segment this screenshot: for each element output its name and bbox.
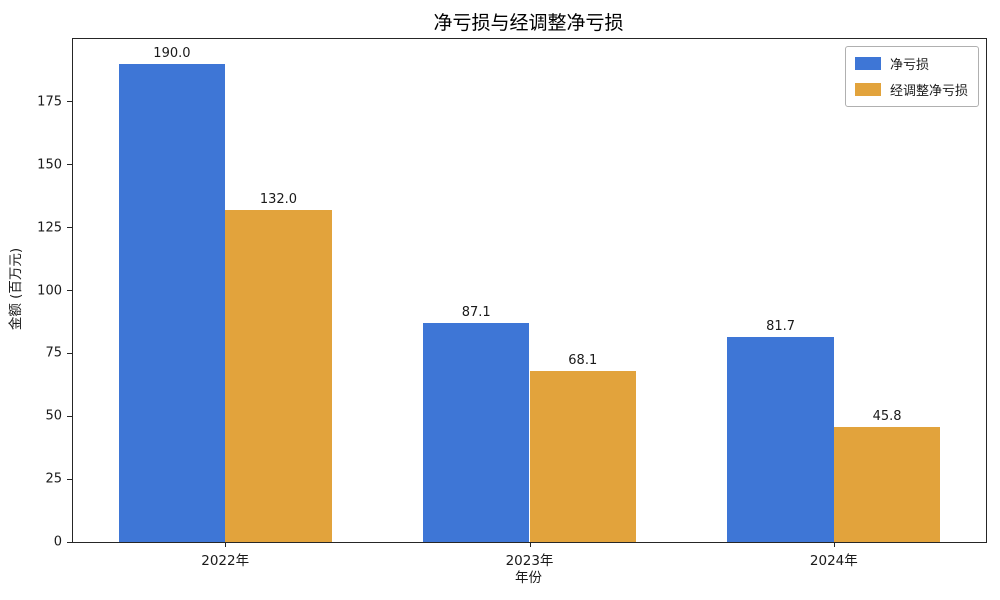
bar-value-label: 81.7 xyxy=(766,318,796,334)
y-tick-label: 25 xyxy=(45,471,62,487)
bar-净亏损-2023年 xyxy=(422,322,530,542)
legend-item: 经调整净亏损 xyxy=(854,80,968,99)
x-tick-mark xyxy=(225,542,227,547)
y-tick-label: 125 xyxy=(37,220,62,236)
y-tick-mark xyxy=(67,415,72,417)
y-tick-label: 175 xyxy=(37,94,62,110)
x-tick-label: 2024年 xyxy=(809,553,858,569)
y-tick-label: 75 xyxy=(45,345,62,361)
bar-经调整净亏损-2022年 xyxy=(225,210,332,542)
x-tick-label: 2023年 xyxy=(505,553,554,569)
bar-value-label: 87.1 xyxy=(461,304,491,320)
y-tick-mark xyxy=(67,101,72,103)
bar-value-label: 190.0 xyxy=(153,46,191,62)
bar-value-label: 68.1 xyxy=(568,352,598,368)
bar-净亏损-2024年 xyxy=(727,336,834,542)
y-tick-label: 150 xyxy=(37,157,62,173)
y-tick-label: 0 xyxy=(53,534,62,550)
y-tick-mark xyxy=(67,478,72,480)
bar-净亏损-2022年 xyxy=(118,64,226,542)
y-axis-label: 金额 (百万元) xyxy=(8,247,24,331)
y-tick-label: 100 xyxy=(37,283,62,298)
legend-item: 净亏损 xyxy=(854,54,968,73)
bar-经调整净亏损-2024年 xyxy=(833,426,941,542)
x-tick-mark xyxy=(833,542,835,547)
chart-title: 净亏损与经调整净亏损 xyxy=(433,12,624,34)
legend-label: 净亏损 xyxy=(889,58,929,73)
legend-swatch-icon xyxy=(854,57,881,70)
legend-swatch-icon xyxy=(854,83,881,96)
x-tick-label: 2022年 xyxy=(201,553,250,569)
y-tick-mark xyxy=(67,541,72,543)
y-tick-mark xyxy=(67,164,72,166)
x-axis-label: 年份 xyxy=(515,570,542,586)
x-tick-mark xyxy=(529,542,531,547)
y-tick-mark xyxy=(67,290,72,291)
y-tick-mark xyxy=(67,227,72,229)
y-tick-mark xyxy=(67,352,72,354)
y-tick-label: 50 xyxy=(45,408,62,424)
legend-label: 经调整净亏损 xyxy=(889,84,968,99)
legend: 净亏损 经调整净亏损 xyxy=(844,46,979,107)
bar-经调整净亏损-2023年 xyxy=(529,370,637,542)
bar-value-label: 132.0 xyxy=(259,192,298,208)
plot-area: 净亏损经调整净亏损 0 25 50 75 100 125 150 175 2022年 2023年 2… xyxy=(37,38,987,569)
bar-value-label: 45.8 xyxy=(872,408,902,424)
